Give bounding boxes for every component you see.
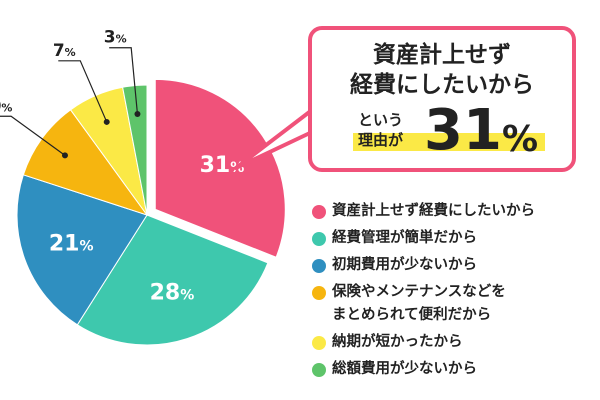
legend-item-4: 保険やメンテナンスなどを まとめられて便利だから [312, 281, 597, 327]
legend-swatch-4 [312, 286, 326, 300]
callout-tail [234, 108, 314, 170]
callout-title: 資産計上せず 経費にしたいから [350, 42, 534, 98]
callout-highlight [353, 133, 545, 151]
legend-label-4: 保険やメンテナンスなどを まとめられて便利だから [332, 284, 506, 323]
slice-label-3: 21% [49, 231, 94, 256]
legend-label-5: 納期が短かったから [332, 334, 463, 350]
leader-dot-6 [134, 111, 141, 118]
leader-line-6 [109, 47, 139, 115]
slice-label-6: 3% [104, 28, 127, 48]
callout-unit: % [502, 119, 539, 160]
legend-label-1: 資産計上せず経費にしたいから [332, 203, 535, 219]
legend-swatch-3 [312, 259, 326, 273]
leader-line-4 [0, 115, 66, 156]
legend-label-6: 総額費用が少ないから [332, 361, 477, 377]
leader-line-5 [58, 60, 108, 123]
pie-slice-2 [76, 214, 269, 346]
legend-item-6: 総額費用が少ないから [312, 358, 597, 381]
callout-value: 31 [424, 98, 502, 163]
pie-slice-3 [16, 174, 148, 326]
legend-swatch-1 [312, 205, 326, 219]
legend-swatch-6 [312, 363, 326, 377]
slice-label-4: 10% [0, 96, 12, 116]
slice-label-2: 28% [150, 281, 195, 306]
legend-item-3: 初期費用が少ないから [312, 254, 597, 277]
callout-box: 資産計上せず 経費にしたいから という 理由が 31 % [308, 26, 576, 172]
callout-prefix: という 理由が [358, 111, 404, 149]
leader-dot-5 [103, 118, 110, 125]
legend-swatch-2 [312, 232, 326, 246]
leader-dot-4 [61, 152, 68, 159]
legend-label-2: 経費管理が簡単だから [332, 230, 477, 246]
legend-label-3: 初期費用が少ないから [332, 257, 477, 273]
legend-swatch-5 [312, 336, 326, 350]
pie-slice-1 [154, 78, 286, 258]
legend-item-1: 資産計上せず経費にしたいから [312, 200, 597, 223]
legend: 資産計上せず経費にしたいから 経費管理が簡単だから 初期費用が少ないから保険やメンテ… [312, 200, 597, 385]
legend-item-5: 納期が短かったから [312, 331, 597, 354]
legend-item-2: 経費管理が簡単だから [312, 227, 597, 250]
slice-label-5: 7% [53, 41, 76, 61]
